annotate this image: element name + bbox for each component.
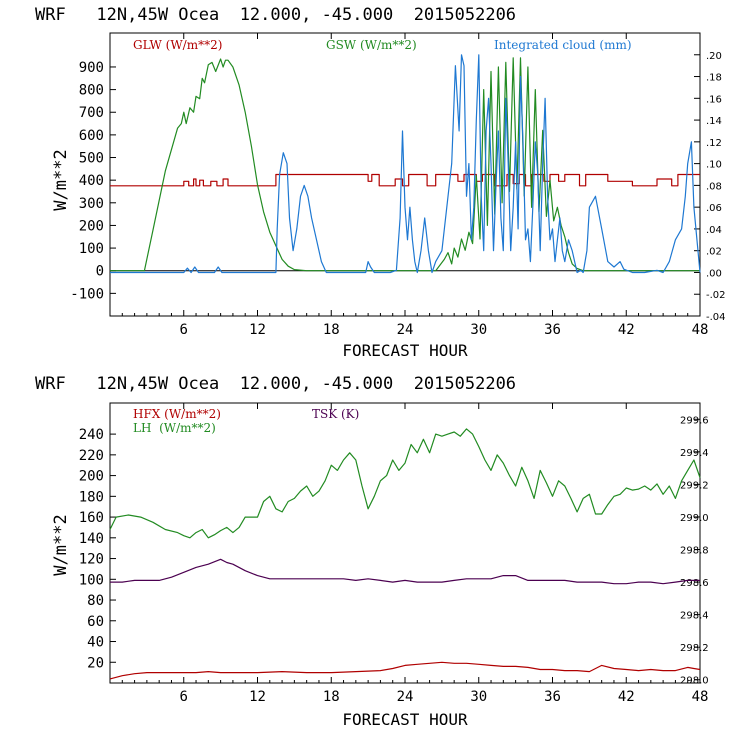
y2-tick-label: 299.0 xyxy=(680,513,709,524)
chart-2-y-axis: 20 40 60 80 100 120 140 160 180 200 220 240 xyxy=(79,427,116,671)
y-tick-label: 200 xyxy=(79,469,104,485)
y2-tick-label: .02 xyxy=(706,247,722,258)
y2-tick-label: .08 xyxy=(706,181,722,192)
y-tick-label: 700 xyxy=(79,105,104,121)
y2-tick-label: .14 xyxy=(706,116,722,127)
y-tick-label: 400 xyxy=(79,173,104,189)
y-tick-label: 220 xyxy=(79,448,104,464)
y2-tick-label: -.02 xyxy=(706,290,726,301)
y2-tick-label: 298.8 xyxy=(680,546,709,557)
x-tick-label: 30 xyxy=(470,689,487,705)
chart-2-frame xyxy=(109,402,701,684)
y2-tick-label: .18 xyxy=(706,73,722,84)
x-tick-label: 18 xyxy=(323,322,340,338)
chart-1-y-axis: -100 0 100 200 300 400 500 600 700 800 900 xyxy=(70,60,116,302)
chart-1-y-label: W/m**2 xyxy=(51,149,71,210)
series-line-tsk xyxy=(110,558,700,585)
chart-1-legend-cloud: Integrated cloud (mm) xyxy=(494,38,632,52)
chart-2-header: WRF 12N,45W Ocea 12.000, -45.000 2015052… xyxy=(35,374,516,394)
chart-2-x-label: FORECAST HOUR xyxy=(342,710,468,729)
x-tick-label: 30 xyxy=(470,322,487,338)
y2-tick-label: .10 xyxy=(706,160,722,171)
x-tick-label: 42 xyxy=(618,689,635,705)
chart-2-y-label: W/m**2 xyxy=(51,514,71,575)
y-tick-label: 240 xyxy=(79,427,104,443)
y-tick-label: 60 xyxy=(87,614,104,630)
y-tick-label: 100 xyxy=(79,572,104,588)
y-tick-label: 180 xyxy=(79,489,104,505)
x-tick-label: 36 xyxy=(544,322,561,338)
y-tick-label: 120 xyxy=(79,552,104,568)
x-tick-label: 12 xyxy=(249,689,266,705)
y2-tick-label: 299.2 xyxy=(680,480,709,491)
chart-1-y2-axis: -.04 -.02 .00 .02 .04 .06 .08 .10 .12 .14 .16 .18 .2… xyxy=(694,51,726,323)
series-line-hfx xyxy=(109,661,701,680)
chart-2-legend-hfx: HFX (W/m**2) xyxy=(133,407,221,421)
y2-tick-label: .04 xyxy=(706,225,722,236)
chart-2-legend-tsk: TSK (K) xyxy=(312,407,359,421)
chart-1-x-label: FORECAST HOUR xyxy=(342,341,468,360)
y2-tick-label: .16 xyxy=(706,94,722,105)
y2-tick-label: 298.6 xyxy=(680,578,709,589)
chart-2-legend-lh: LH (W/m**2) xyxy=(133,421,216,435)
y2-tick-label: 299.4 xyxy=(680,448,709,459)
y2-tick-label: .12 xyxy=(706,138,722,149)
y-tick-label: 600 xyxy=(79,128,104,144)
y-tick-label: -100 xyxy=(70,286,104,302)
chart-1-legend-glw: GLW (W/m**2) xyxy=(133,38,222,52)
series-line-gsw xyxy=(110,57,700,272)
chart-1-series xyxy=(110,54,701,274)
x-tick-label: 18 xyxy=(323,689,340,705)
x-tick-label: 36 xyxy=(544,689,561,705)
y-tick-label: 800 xyxy=(79,83,104,99)
series-line-lh xyxy=(109,428,701,539)
x-tick-label: 48 xyxy=(692,322,709,338)
chart-2-x-axis: 6 12 18 24 30 36 42 48 xyxy=(121,403,709,705)
y-tick-label: 300 xyxy=(79,196,104,212)
y2-tick-label: .06 xyxy=(706,203,722,214)
y-tick-label: 500 xyxy=(79,151,104,167)
y2-tick-label: 298.2 xyxy=(680,643,709,654)
y-tick-label: 40 xyxy=(87,635,104,651)
chart-1-x-axis: 6 12 18 24 30 36 42 48 xyxy=(121,33,709,338)
chart-2-y2-axis: 298.0 298.2 298.4 298.6 298.8 299.0 299.2 299.4… xyxy=(680,415,709,686)
chart-1-header: WRF 12N,45W Ocea 12.000, -45.000 2015052… xyxy=(35,5,516,25)
y-tick-label: 900 xyxy=(79,60,104,76)
y-tick-label: 200 xyxy=(79,218,104,234)
panel-2: WRF 12N,45W Ocea 12.000, -45.000 2015052… xyxy=(35,374,709,729)
x-tick-label: 48 xyxy=(692,689,709,705)
x-tick-label: 24 xyxy=(397,689,414,705)
chart-1-frame xyxy=(109,32,701,317)
y2-tick-label: 298.0 xyxy=(680,676,709,687)
chart-1-legend-gsw: GSW (W/m**2) xyxy=(326,38,417,52)
y-tick-label: 80 xyxy=(87,593,104,609)
series-line-glw xyxy=(110,173,700,187)
y2-tick-label: 298.4 xyxy=(680,611,709,622)
x-tick-label: 24 xyxy=(397,322,414,338)
x-tick-label: 6 xyxy=(180,322,188,338)
chart-2-series xyxy=(109,428,701,680)
y2-tick-label: .20 xyxy=(706,51,722,62)
x-tick-label: 6 xyxy=(180,689,188,705)
y-tick-label: 160 xyxy=(79,510,104,526)
series-line-integrated xyxy=(110,54,701,274)
x-tick-label: 42 xyxy=(618,322,635,338)
y-tick-label: 100 xyxy=(79,241,104,257)
y2-tick-label: .00 xyxy=(706,268,722,279)
y2-tick-label: -.04 xyxy=(706,312,726,323)
y-tick-label: 140 xyxy=(79,531,104,547)
y-tick-label: 0 xyxy=(96,264,104,280)
y2-tick-label: 299.6 xyxy=(680,415,709,426)
panel-1: WRF 12N,45W Ocea 12.000, -45.000 2015052… xyxy=(35,5,726,360)
x-tick-label: 12 xyxy=(249,322,266,338)
y-tick-label: 20 xyxy=(87,655,104,671)
